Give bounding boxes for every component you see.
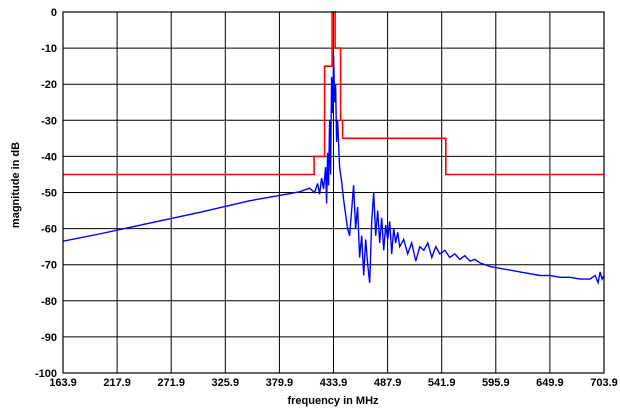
plot-frame <box>62 11 605 374</box>
x-tick-label: 541.9 <box>428 377 456 389</box>
limit-mask-line <box>63 11 604 176</box>
x-tick-label: 163.9 <box>49 377 77 389</box>
y-tick-label: 0 <box>51 7 57 19</box>
y-tick-label: -30 <box>41 115 57 127</box>
y-tick-label: -40 <box>41 151 57 163</box>
y-tick-label: -60 <box>41 224 57 236</box>
y-tick-label: -90 <box>41 332 57 344</box>
x-axis: 163.9 217.9 271.9 325.9 379.9 433.9 487.9 541.9… <box>49 377 618 389</box>
y-tick-label: -70 <box>41 260 57 272</box>
x-axis-title: frequency in MHz <box>287 395 379 407</box>
y-tick-label: -100 <box>35 368 57 380</box>
x-tick-label: 703.9 <box>590 377 618 389</box>
x-tick-label: 595.9 <box>482 377 510 389</box>
axes-frame <box>62 11 605 374</box>
x-tick-label: 433.9 <box>320 377 348 389</box>
x-tick-label: 649.9 <box>536 377 564 389</box>
x-tick-label: 217.9 <box>103 377 131 389</box>
x-tick-label: 487.9 <box>374 377 402 389</box>
x-tick-label: 271.9 <box>157 377 185 389</box>
x-tick-label: 325.9 <box>212 377 240 389</box>
y-axis-title: magnitude in dB <box>10 142 22 228</box>
y-tick-label: -20 <box>41 79 57 91</box>
spectrum-line <box>62 55 605 286</box>
y-tick-label: -80 <box>41 296 57 308</box>
y-axis: 0 -10 -20 -30 -40 -50 -60 -70 -80 -90 -100 <box>35 7 57 380</box>
y-tick-label: -10 <box>41 43 57 55</box>
y-tick-label: -50 <box>41 188 57 200</box>
x-tick-label: 379.9 <box>266 377 294 389</box>
series-layer <box>62 11 605 286</box>
